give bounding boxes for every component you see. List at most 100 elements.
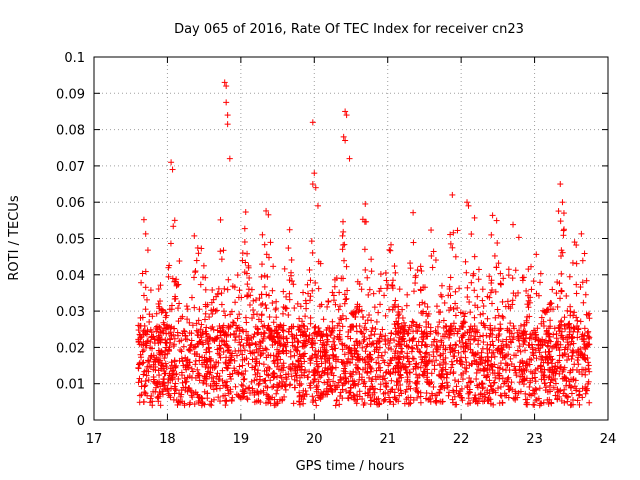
data-point	[246, 274, 253, 281]
data-point	[514, 347, 521, 354]
data-point	[430, 248, 437, 255]
data-point	[383, 277, 390, 284]
data-point	[176, 258, 183, 265]
data-point	[224, 112, 231, 119]
data-point	[250, 297, 257, 304]
data-point	[505, 266, 512, 273]
data-point	[339, 386, 346, 393]
data-point	[170, 223, 177, 230]
data-point	[303, 305, 310, 312]
data-point	[232, 299, 239, 306]
data-point	[494, 306, 501, 313]
data-point	[370, 386, 377, 393]
data-point	[479, 385, 486, 392]
data-point	[581, 325, 588, 332]
data-point	[239, 362, 246, 369]
data-point	[234, 369, 241, 376]
data-point	[270, 383, 277, 390]
data-point	[253, 346, 260, 353]
x-tick-label: 18	[159, 432, 176, 447]
data-point	[563, 393, 570, 400]
data-point	[565, 393, 572, 400]
data-point	[368, 328, 375, 335]
data-point	[221, 341, 228, 348]
data-point	[449, 361, 456, 368]
data-point	[495, 312, 502, 319]
data-point	[499, 298, 506, 305]
data-point	[582, 291, 589, 298]
data-point	[556, 393, 563, 400]
data-point	[204, 301, 211, 308]
data-point	[548, 360, 555, 367]
data-point	[259, 261, 266, 268]
data-point	[511, 325, 518, 332]
data-point	[544, 355, 551, 362]
data-point	[225, 346, 232, 353]
data-point	[291, 305, 298, 312]
data-point	[155, 340, 162, 347]
data-point	[495, 345, 502, 352]
data-point	[499, 366, 506, 373]
data-point	[286, 226, 293, 233]
data-point	[535, 395, 542, 402]
data-point	[503, 352, 510, 359]
data-point	[286, 277, 293, 284]
data-point	[375, 349, 382, 356]
data-point	[353, 400, 360, 407]
data-point	[519, 357, 526, 364]
data-point	[347, 384, 354, 391]
data-point	[510, 221, 517, 228]
data-point	[381, 396, 388, 403]
data-point	[138, 383, 145, 390]
data-point	[336, 320, 343, 327]
data-point	[463, 269, 470, 276]
data-point	[227, 357, 234, 364]
data-point	[354, 278, 361, 285]
data-point	[453, 342, 460, 349]
data-point	[149, 313, 156, 320]
data-point	[196, 357, 203, 364]
data-point	[452, 300, 459, 307]
data-point	[282, 371, 289, 378]
data-point	[307, 277, 314, 284]
data-point	[290, 281, 297, 288]
data-point	[299, 318, 306, 325]
data-point	[507, 355, 514, 362]
data-point	[456, 285, 463, 292]
data-point	[512, 267, 519, 274]
data-point	[398, 390, 405, 397]
data-point	[530, 401, 537, 408]
data-point	[569, 352, 576, 359]
data-point	[371, 304, 378, 311]
data-point	[410, 335, 417, 342]
data-point	[269, 300, 276, 307]
data-point	[492, 374, 499, 381]
data-point	[165, 273, 172, 280]
data-point	[467, 309, 474, 316]
data-point	[417, 364, 424, 371]
data-point	[362, 266, 369, 273]
data-point	[452, 325, 459, 332]
data-point	[273, 330, 280, 337]
data-point	[560, 336, 567, 343]
data-point	[516, 327, 523, 334]
data-point	[430, 383, 437, 390]
data-point	[206, 348, 213, 355]
data-point	[438, 368, 445, 375]
data-point	[243, 334, 250, 341]
data-point	[244, 395, 251, 402]
data-point	[329, 289, 336, 296]
data-point	[288, 272, 295, 279]
data-point	[263, 346, 270, 353]
data-point	[561, 314, 568, 321]
data-point	[343, 112, 350, 119]
data-point	[174, 332, 181, 339]
data-point	[474, 293, 481, 300]
data-point	[261, 272, 268, 279]
data-point	[472, 302, 479, 309]
data-point	[487, 396, 494, 403]
data-point	[389, 277, 396, 284]
data-point	[465, 395, 472, 402]
data-point	[428, 342, 435, 349]
data-point	[169, 374, 176, 381]
